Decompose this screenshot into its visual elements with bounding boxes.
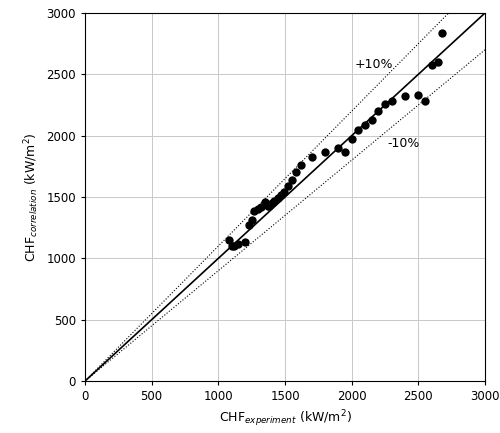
- Point: [261, 198, 269, 205]
- Point: [428, 61, 436, 68]
- Point: [228, 242, 235, 249]
- Point: [245, 222, 253, 229]
- Point: [308, 153, 316, 160]
- Point: [388, 98, 396, 105]
- Point: [241, 239, 249, 246]
- Point: [268, 200, 276, 207]
- Point: [277, 191, 285, 198]
- Point: [368, 116, 376, 123]
- Point: [257, 204, 265, 210]
- Point: [254, 206, 262, 213]
- Point: [234, 240, 242, 247]
- Point: [225, 236, 233, 243]
- Point: [280, 189, 287, 196]
- Point: [334, 145, 342, 152]
- Point: [250, 207, 258, 214]
- Point: [381, 100, 389, 107]
- Point: [374, 108, 382, 115]
- X-axis label: CHF$_{experiment}$ (kW/m$^2$): CHF$_{experiment}$ (kW/m$^2$): [218, 409, 352, 429]
- Point: [348, 136, 356, 143]
- Point: [292, 169, 300, 176]
- Point: [230, 242, 238, 249]
- Point: [421, 98, 429, 105]
- Point: [321, 148, 329, 155]
- Point: [361, 121, 369, 128]
- Point: [297, 162, 305, 168]
- Point: [438, 29, 446, 36]
- Y-axis label: CHF$_{correlation}$ (kW/m$^2$): CHF$_{correlation}$ (kW/m$^2$): [22, 132, 41, 262]
- Point: [341, 148, 349, 155]
- Point: [248, 217, 256, 224]
- Point: [401, 93, 409, 100]
- Point: [274, 195, 282, 202]
- Point: [264, 202, 272, 209]
- Point: [354, 126, 362, 133]
- Text: -10%: -10%: [388, 137, 420, 150]
- Point: [434, 58, 442, 65]
- Text: +10%: +10%: [354, 58, 393, 71]
- Point: [414, 92, 422, 99]
- Point: [265, 202, 273, 209]
- Point: [270, 197, 278, 204]
- Point: [288, 176, 296, 183]
- Point: [284, 183, 292, 190]
